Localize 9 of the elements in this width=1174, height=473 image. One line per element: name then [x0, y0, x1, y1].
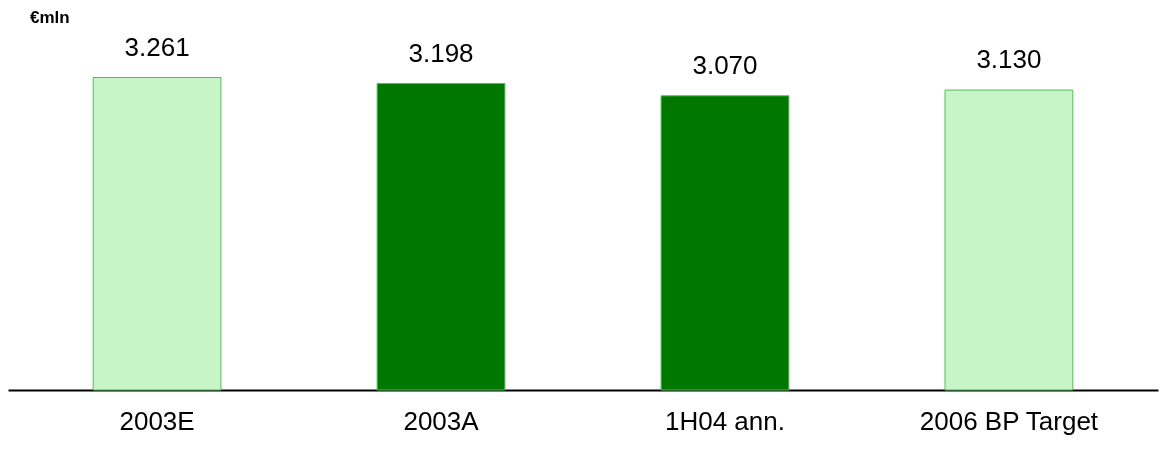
x-tick-label: 1H04 ann. — [664, 405, 785, 436]
x-tick-label: 2006 BP Target — [919, 405, 1099, 436]
data-label: 3.198 — [408, 37, 474, 68]
data-label: 3.130 — [976, 44, 1042, 75]
data-label: 3.261 — [124, 31, 190, 62]
data-label: 3.070 — [692, 49, 758, 80]
x-tick-label: 2003E — [119, 405, 195, 436]
y-axis-title: €mln — [30, 7, 70, 27]
x-tick-label: 2003A — [403, 405, 480, 436]
